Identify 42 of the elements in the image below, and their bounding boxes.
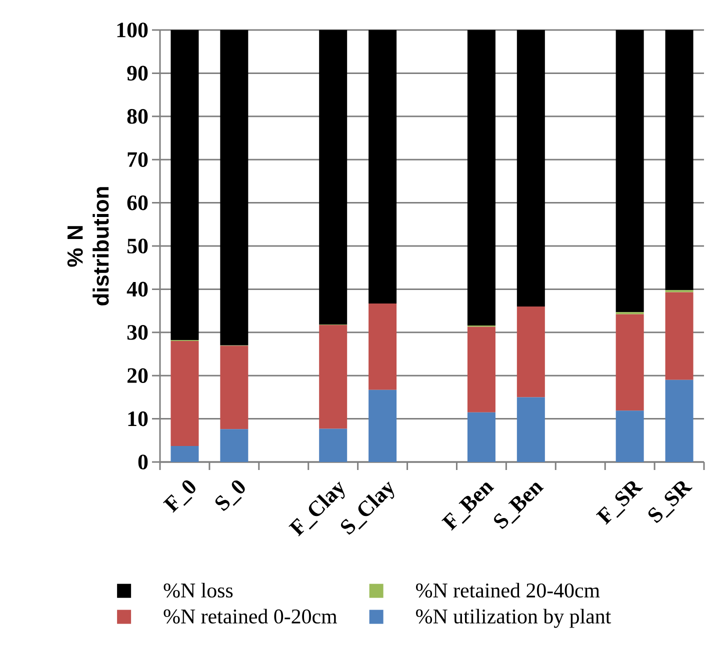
- bar: [516, 30, 545, 306]
- legend-label: %N utilization by plant: [416, 608, 612, 628]
- bar: [516, 397, 545, 462]
- y-tick-label: 80: [127, 109, 148, 124]
- y-tick-label: 10: [128, 411, 148, 426]
- bar: [616, 410, 644, 462]
- bar: [170, 30, 199, 340]
- bar: [368, 390, 397, 462]
- bar: [467, 412, 496, 462]
- bar: [170, 446, 199, 462]
- bar: [368, 303, 397, 390]
- legend-label: %N retained 20-40cm: [416, 582, 600, 598]
- bar: [220, 429, 248, 462]
- bar: [665, 292, 694, 380]
- legend-label: %N loss: [164, 582, 233, 598]
- x-tick-label: F_0: [163, 480, 196, 513]
- bar: [616, 314, 644, 411]
- bar: [220, 346, 248, 430]
- y-tick-label: 30: [127, 325, 148, 340]
- y-axis-title: % N distribution: [67, 187, 109, 306]
- bar: [319, 30, 348, 325]
- y-tick-label: 90: [127, 66, 148, 81]
- bar: [467, 30, 496, 326]
- bar: [220, 30, 248, 346]
- x-tick-label: S_0: [215, 480, 245, 512]
- y-tick-label: 70: [128, 152, 148, 167]
- bar: [665, 380, 694, 462]
- legend-label: %N retained 0-20cm: [164, 608, 338, 624]
- y-tick-label: 50: [127, 238, 148, 254]
- bar: [516, 306, 545, 398]
- bar: [616, 30, 644, 312]
- bar: [170, 341, 199, 446]
- bar: [368, 30, 397, 304]
- y-tick-label: 20: [127, 368, 148, 383]
- bar: [665, 30, 694, 290]
- bar: [467, 326, 496, 412]
- y-tick-label: 100: [117, 22, 148, 38]
- y-tick-label: 0: [138, 454, 148, 470]
- bar: [319, 325, 348, 429]
- y-tick-label: 40: [126, 282, 148, 297]
- y-tick-label: 60: [127, 195, 148, 210]
- bar: [319, 428, 348, 462]
